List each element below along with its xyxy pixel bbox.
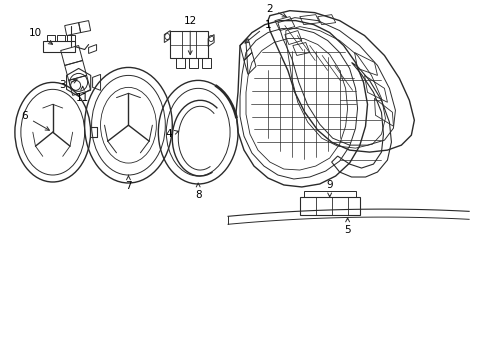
Text: 10: 10 <box>29 28 52 44</box>
Text: 2: 2 <box>267 4 286 17</box>
Text: 6: 6 <box>22 111 49 130</box>
Text: 12: 12 <box>184 15 197 55</box>
Text: 4: 4 <box>165 129 178 139</box>
Text: 9: 9 <box>326 180 333 197</box>
Text: 11: 11 <box>76 86 89 103</box>
Text: 3: 3 <box>59 80 77 90</box>
Text: 1: 1 <box>245 19 271 43</box>
Text: 7: 7 <box>125 175 132 191</box>
Text: 5: 5 <box>344 218 351 235</box>
Text: 8: 8 <box>195 183 201 200</box>
